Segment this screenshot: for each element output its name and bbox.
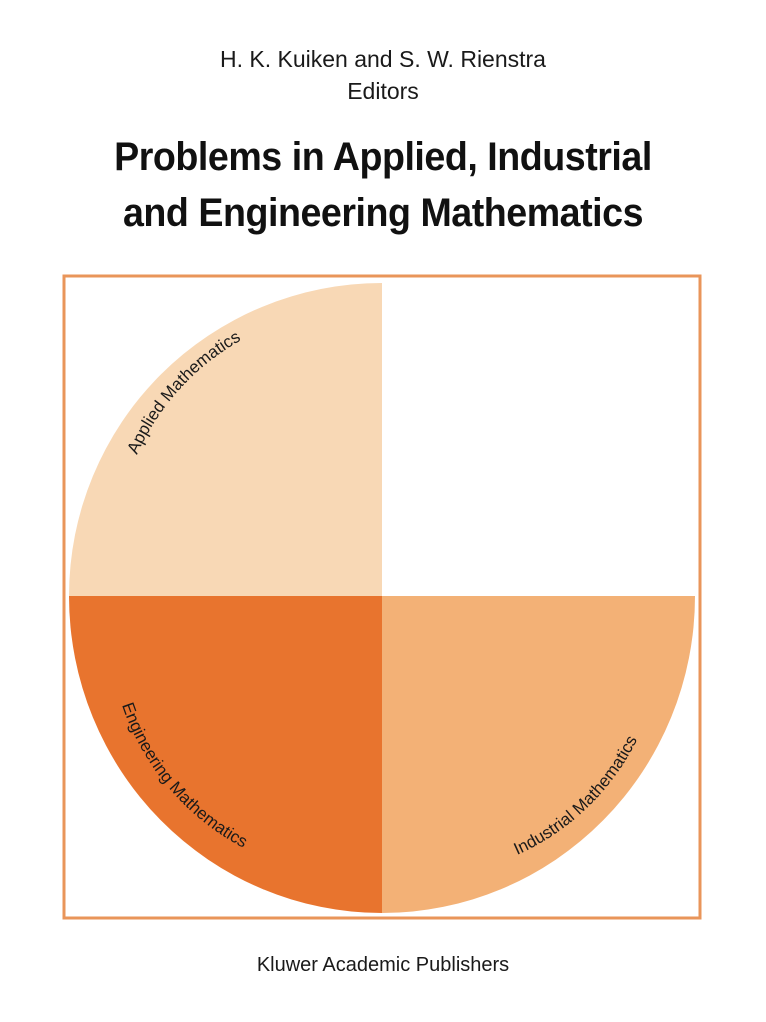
editors-label: Editors: [347, 78, 419, 104]
quadrant-engineering: [69, 596, 382, 913]
book-title-line-1: Problems in Applied, Industrial: [114, 135, 652, 179]
publisher-name: Kluwer Academic Publishers: [256, 954, 510, 976]
authors-line: H. K. Kuiken and S. W. Rienstra: [220, 46, 546, 72]
quadrant-applied: [69, 283, 382, 596]
book-title-line-2: and Engineering Mathematics: [122, 191, 644, 235]
emblem-frame: [62, 274, 702, 920]
quadrant-industrial: [382, 596, 695, 913]
